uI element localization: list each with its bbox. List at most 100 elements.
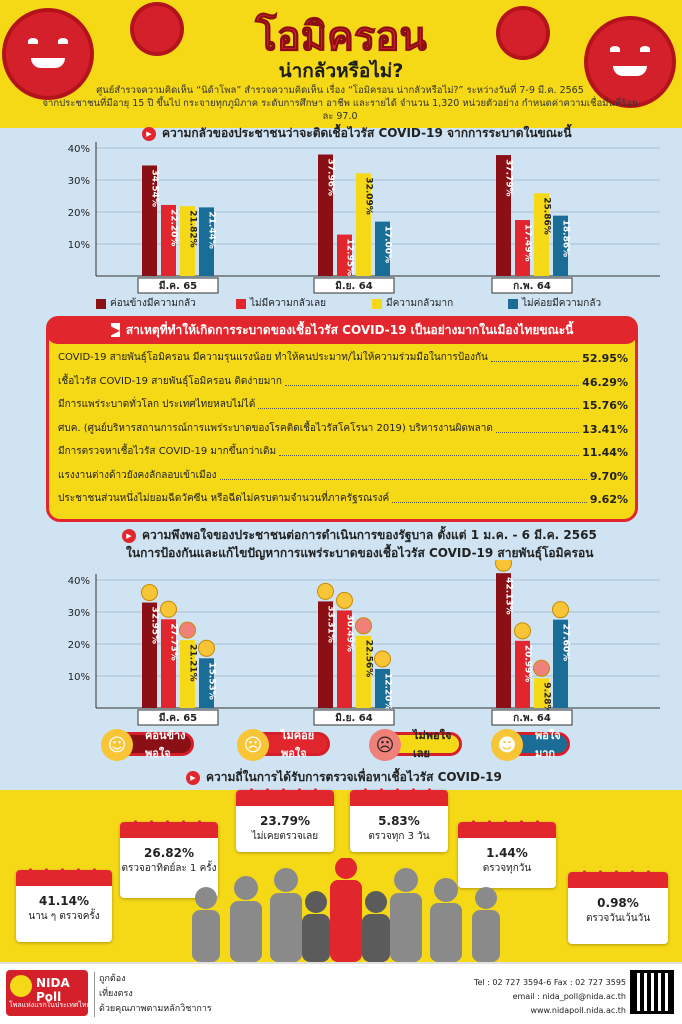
bar xyxy=(375,221,390,276)
data-label: 22.56% xyxy=(364,640,374,678)
legend-label: พอใจมาก xyxy=(535,729,561,760)
category-label-box xyxy=(313,709,395,726)
data-label: 21.82% xyxy=(188,210,198,248)
section1-heading-text: ความกลัวของประชาชนว่าจะติดเชื้อไวรัส COV… xyxy=(162,126,572,140)
data-label: 18.86% xyxy=(561,220,571,258)
bar xyxy=(515,640,530,708)
legend-item: ☹ ไม่ค่อยพอใจ xyxy=(237,729,330,761)
data-label: 21.21% xyxy=(188,644,198,682)
reason-row: COVID-19 สายพันธุ์โอมิครอน มีความรุนแรงน… xyxy=(58,350,628,365)
reason-row: มีการแพร่ระบาดทั่วโลก ประเทศไทยหลบไม่ได้… xyxy=(58,397,628,412)
data-label: 32.95% xyxy=(150,607,160,645)
legend-item: ☻ พอใจมาก xyxy=(491,729,570,761)
calendar-icon xyxy=(120,816,218,838)
bar xyxy=(337,610,352,708)
slogan-line: ด้วยคุณภาพตามหลักวิชาการ xyxy=(99,1004,212,1014)
virus-icon xyxy=(134,6,180,52)
test-frequency-card: 1.44% ตรวจทุกวัน xyxy=(458,816,556,888)
contact-email[interactable]: email : nida_poll@nida.ac.th xyxy=(512,992,626,1001)
legend-item: ค่อนข้างมีความกลัว xyxy=(96,296,196,311)
bar xyxy=(356,635,371,708)
reason-label: มีการแพร่ระบาดทั่วโลก ประเทศไทยหลบไม่ได้ xyxy=(58,399,256,410)
y-tick-label: 10% xyxy=(68,672,90,683)
reason-value: 46.29% xyxy=(582,375,628,389)
brand-tagline: โพลแห่งแรกในประเทศไทย xyxy=(9,1001,91,1009)
virus-icon xyxy=(500,10,546,56)
legend-swatch xyxy=(96,298,106,309)
data-label: 17.00% xyxy=(383,226,393,264)
bar xyxy=(375,668,390,708)
play-icon: ▶ xyxy=(186,770,200,785)
legend-label: ไม่ค่อยพอใจ xyxy=(281,729,315,760)
legend-item: ไม่ค่อยมีความกลัว xyxy=(508,296,601,311)
data-label: 30.49% xyxy=(345,614,355,652)
y-tick-label: 30% xyxy=(68,608,90,619)
fear-chart: 10% 20% 30% 40% 34.54% 22.20% 21.82% 21.44% มี.ค… xyxy=(68,142,660,294)
footer xyxy=(0,962,682,1024)
emoji-face-icon: ☺ xyxy=(101,729,133,761)
bar xyxy=(180,640,195,708)
virus-icon xyxy=(588,20,672,104)
emoji-face-icon xyxy=(355,617,372,635)
qr-code-icon[interactable] xyxy=(630,970,674,1014)
emoji-face-icon xyxy=(336,591,353,609)
category-label: มี.ค. 65 xyxy=(159,712,197,724)
slogan: ถูกต้อง เที่ยงตรง ด้วยคุณภาพตามหลักวิชาก… xyxy=(94,972,212,1017)
category-label-box xyxy=(491,709,573,726)
frequency-value: 23.79% xyxy=(260,814,310,828)
survey-description: ศูนย์สำรวจความคิดเห็น “นิด้าโพล” สำรวจคว… xyxy=(40,84,640,123)
dot-leader xyxy=(258,408,580,409)
bar xyxy=(161,619,176,708)
reason-label: แรงงานต่างด้าวยังคงลักลอบเข้าเมือง xyxy=(58,469,217,481)
reason-row: เชื้อไวรัส COVID-19 สายพันธุ์โอมิครอน ติ… xyxy=(58,374,628,389)
y-tick-label: 20% xyxy=(68,208,90,219)
calendar-icon xyxy=(458,816,556,838)
reasons-heading-text: สาเหตุที่ทำให้เกิดการระบาดของเชื้อไวรัส … xyxy=(125,322,574,337)
y-tick-label: 40% xyxy=(68,144,90,155)
frequency-value: 1.44% xyxy=(486,846,528,860)
bar xyxy=(534,678,549,708)
legend-label: ค่อนข้างมีความกลัว xyxy=(110,298,196,309)
data-label: 21.44% xyxy=(207,211,217,249)
legend-item: ☺ ค่อนข้างพอใจ xyxy=(101,729,194,761)
data-label: 17.49% xyxy=(523,224,533,261)
data-label: 9.28% xyxy=(542,682,552,713)
data-label: 37.96% xyxy=(326,159,336,197)
bar xyxy=(496,155,511,276)
emoji-face-icon xyxy=(198,639,215,657)
data-label: 32.09% xyxy=(364,177,374,215)
bar xyxy=(199,207,214,276)
contact-website[interactable]: www.nidapoll.nida.ac.th xyxy=(530,1006,626,1015)
emoji-face-icon xyxy=(495,560,512,572)
emoji-face-icon xyxy=(317,582,334,600)
emoji-face-icon xyxy=(141,584,158,602)
bar xyxy=(180,206,195,276)
bar xyxy=(142,165,157,276)
dot-leader xyxy=(495,431,580,433)
section4-heading: ▶ ความถี่ในการได้รับการตรวจเพื่อหาเชื้อไ… xyxy=(186,768,502,787)
dot-leader xyxy=(279,455,580,456)
legend-label: ไม่มีความกลัวเลย xyxy=(250,298,326,309)
legend-item: ไม่มีความกลัวเลย xyxy=(236,296,326,311)
play-icon: ▶ xyxy=(142,126,156,141)
category-label: มิ.ย. 64 xyxy=(335,712,372,724)
emoji-face-icon xyxy=(374,650,391,668)
satisfaction-chart: 10% 20% 30% 40% 32.95% 27.73% 21.21% 15.53% มี.ค… xyxy=(68,560,660,726)
dot-leader xyxy=(490,361,580,362)
reason-value: 11.44% xyxy=(582,446,628,459)
slogan-line: ถูกต้อง xyxy=(99,974,126,984)
category-label: มี.ค. 65 xyxy=(159,280,197,292)
data-label: 12.95% xyxy=(345,239,355,277)
bar xyxy=(337,234,352,276)
data-label: 27.73% xyxy=(169,623,179,661)
emoji-face-icon xyxy=(514,622,531,640)
nida-poll-logo: NIDA Poll โพลแห่งแรกในประเทศไทย xyxy=(6,970,91,1016)
section3-heading-text2: ในการป้องกันและแก้ไขปัญหาการแพร่ระบาดของ… xyxy=(126,546,594,560)
reasons-panel xyxy=(46,318,638,522)
emoji-face-icon xyxy=(160,600,177,618)
play-icon: ▶ xyxy=(110,323,120,337)
bar xyxy=(161,204,176,276)
y-tick-label: 20% xyxy=(68,640,90,651)
y-tick-label: 30% xyxy=(68,176,90,187)
reason-value: 13.41% xyxy=(582,422,628,436)
